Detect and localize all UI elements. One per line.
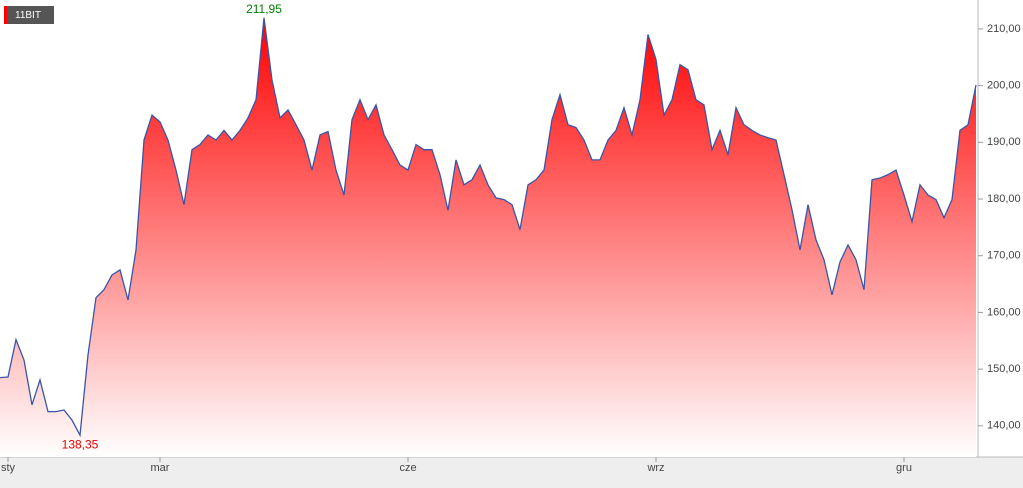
legend-swatch: [4, 6, 7, 24]
value-label: 211,95: [246, 2, 282, 16]
x-tick-label: cze: [399, 462, 416, 474]
area: [0, 17, 976, 458]
y-tick-label: 160,00: [987, 306, 1021, 318]
y-tick-label: 210,00: [987, 23, 1021, 35]
y-tick-label: 200,00: [987, 80, 1021, 92]
y-tick-label: 140,00: [987, 420, 1021, 432]
x-tick-label: wrz: [646, 462, 664, 474]
x-tick-label: gru: [896, 462, 912, 474]
line: [0, 17, 977, 438]
legend: 11BIT: [4, 6, 54, 24]
legend-box: [4, 6, 54, 24]
legend-label: 11BIT: [15, 10, 41, 21]
y-tick-label: 150,00: [987, 363, 1021, 375]
y-tick-label: 170,00: [987, 250, 1021, 262]
plot: 138,35 211,95: [0, 2, 977, 458]
y-tick-label: 180,00: [987, 193, 1021, 205]
y-tick-label: 190,00: [987, 136, 1021, 148]
x-tick-label: mar: [151, 462, 170, 474]
x-tick-label: sty: [1, 462, 16, 474]
value-label: 138,35: [62, 437, 99, 451]
x-axis-band: [0, 457, 1023, 488]
